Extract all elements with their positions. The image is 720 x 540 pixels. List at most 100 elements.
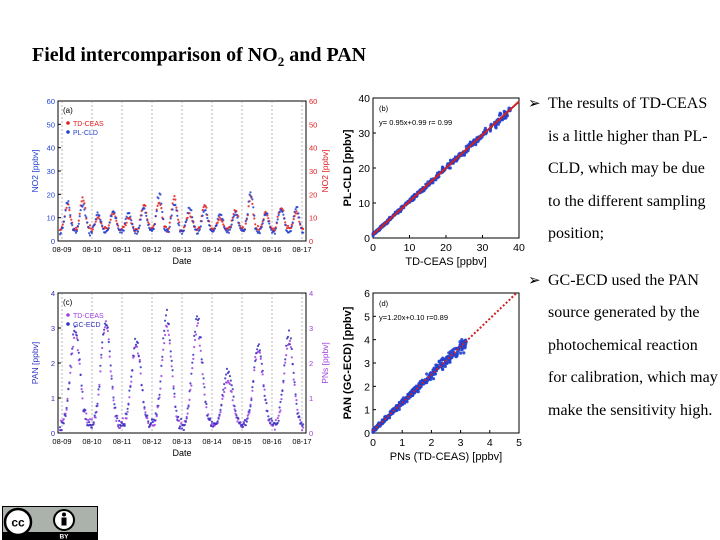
- data-point: [88, 421, 91, 424]
- data-point: [228, 383, 231, 386]
- data-point: [283, 372, 286, 375]
- data-point: [115, 216, 118, 220]
- cc-by-icon[interactable]: cc BY: [2, 506, 98, 540]
- data-point: [59, 429, 62, 432]
- data-point: [440, 366, 444, 371]
- data-point: [249, 405, 252, 408]
- data-point: [160, 374, 163, 378]
- data-point: [94, 218, 97, 221]
- data-point: [146, 417, 149, 420]
- y-tick-label-right: 3: [309, 324, 313, 333]
- data-point: [141, 389, 144, 392]
- bullet-text: The results of TD-CEAS is a little highe…: [548, 95, 708, 242]
- data-point: [234, 409, 237, 412]
- data-point: [250, 398, 253, 402]
- data-point: [294, 395, 297, 398]
- data-point: [168, 339, 171, 342]
- data-point: [204, 209, 207, 212]
- x-tick-label: 20: [440, 242, 452, 254]
- data-point: [186, 407, 189, 410]
- data-point: [175, 409, 178, 412]
- data-point: [250, 397, 253, 400]
- y-tick-label: 6: [364, 288, 370, 300]
- data-point: [255, 228, 258, 231]
- data-point: [69, 371, 72, 374]
- x-tick-label: 08-13: [172, 437, 191, 446]
- data-point: [59, 419, 62, 422]
- data-point: [464, 144, 468, 149]
- data-point: [463, 346, 467, 350]
- data-point: [234, 211, 237, 214]
- data-point: [425, 372, 429, 376]
- data-point: [286, 227, 289, 230]
- data-point: [210, 422, 214, 425]
- data-point: [244, 220, 247, 223]
- data-point: [215, 422, 218, 425]
- data-point: [203, 393, 206, 396]
- data-point: [88, 224, 92, 227]
- data-point: [112, 399, 115, 402]
- data-point: [78, 215, 81, 218]
- data-point: [459, 341, 464, 345]
- data-point: [282, 213, 285, 216]
- data-point: [189, 382, 192, 385]
- data-point: [91, 226, 94, 229]
- data-point: [146, 219, 149, 222]
- data-point: [292, 215, 295, 218]
- y-tick-label: 2: [51, 359, 55, 368]
- data-point: [76, 349, 79, 352]
- data-point: [270, 228, 273, 231]
- x-tick-label: 08-17: [292, 437, 311, 446]
- data-point: [74, 226, 78, 229]
- y-tick-label-right: 60: [309, 97, 317, 106]
- data-point: [230, 384, 233, 387]
- x-tick-label: 2: [428, 437, 434, 449]
- data-point: [245, 420, 248, 423]
- data-point: [235, 414, 238, 417]
- y-tick-label: 0: [364, 428, 370, 440]
- data-point: [254, 355, 257, 359]
- data-point: [242, 420, 245, 424]
- data-point: [225, 381, 229, 384]
- data-point: [105, 324, 108, 327]
- data-point: [138, 224, 141, 227]
- data-point: [226, 229, 230, 232]
- data-point: [157, 397, 160, 400]
- data-point: [90, 231, 93, 234]
- y-tick-label: 60: [47, 97, 55, 106]
- data-point: [177, 415, 180, 418]
- data-point: [264, 398, 267, 402]
- data-point: [254, 223, 257, 226]
- data-point: [295, 402, 298, 405]
- data-point: [124, 224, 127, 227]
- data-point: [164, 314, 168, 317]
- data-point: [192, 353, 195, 356]
- data-point: [246, 417, 249, 420]
- data-point: [100, 220, 103, 223]
- data-point: [99, 364, 102, 367]
- data-point: [204, 204, 207, 208]
- data-point: [289, 346, 292, 349]
- data-point: [136, 341, 139, 344]
- data-point: [171, 375, 174, 378]
- y-tick-label: 0: [51, 429, 55, 438]
- data-point: [283, 217, 286, 220]
- data-point: [281, 210, 284, 213]
- data-point: [293, 383, 296, 386]
- data-point: [158, 393, 161, 396]
- data-point: [127, 403, 130, 406]
- data-point: [249, 403, 252, 406]
- data-point: [70, 353, 73, 356]
- data-point: [264, 210, 267, 213]
- x-axis-label: TD-CEAS [ppbv]: [405, 256, 486, 268]
- data-point: [61, 226, 64, 229]
- data-point: [130, 219, 133, 222]
- data-point: [82, 199, 85, 202]
- data-point: [253, 214, 256, 217]
- data-point: [276, 421, 279, 425]
- data-point: [100, 356, 103, 359]
- data-point: [118, 228, 121, 231]
- data-point: [96, 211, 99, 214]
- data-point: [248, 409, 251, 412]
- data-point: [173, 392, 176, 395]
